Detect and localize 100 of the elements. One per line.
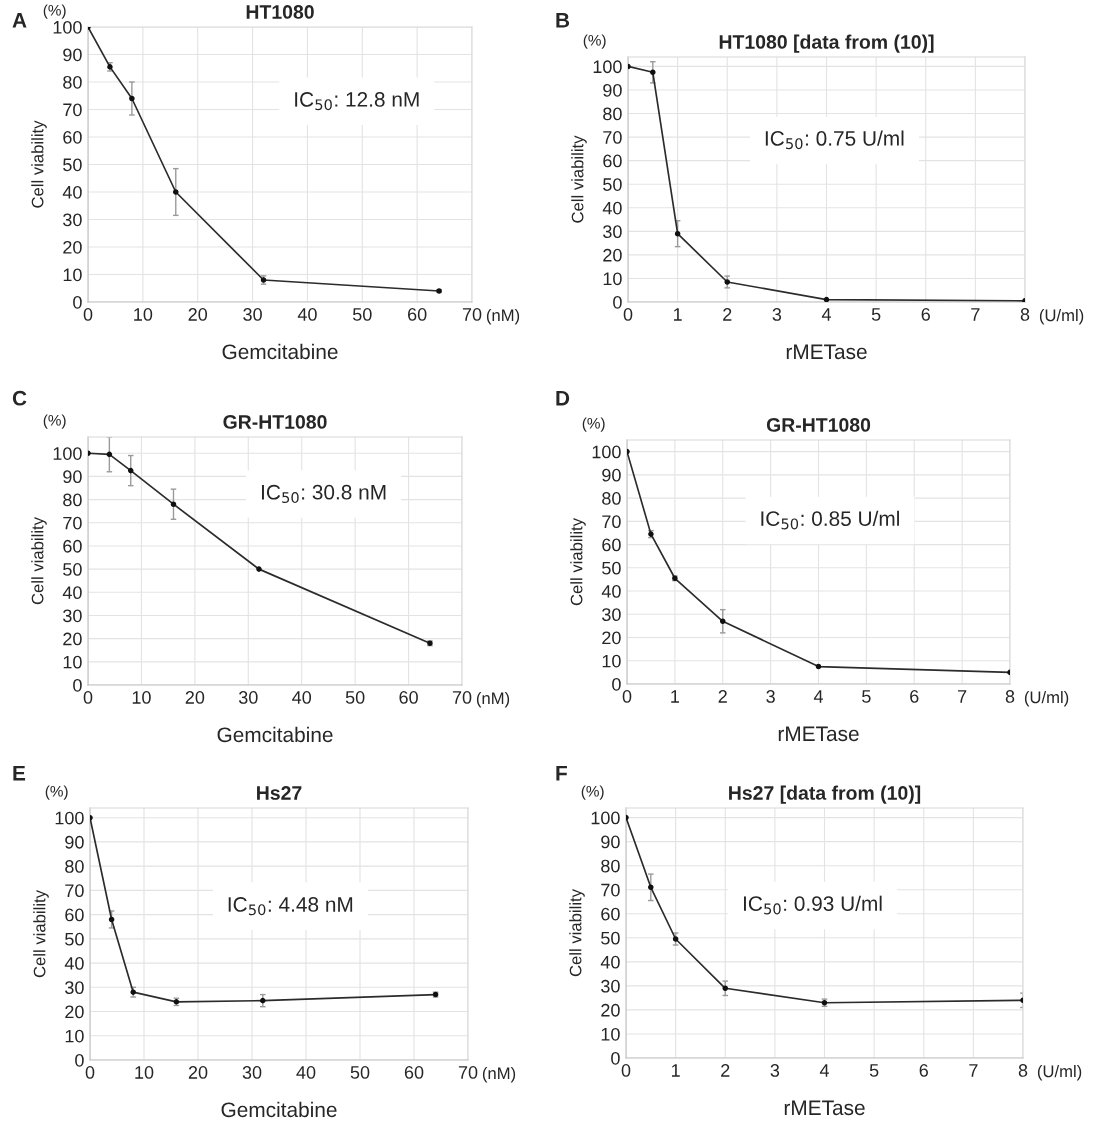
point [672, 936, 679, 942]
annotation: IC$_{50}$: 30.8 nM [262, 484, 386, 504]
y-tick-label: 30 [603, 225, 622, 239]
y-tick-label: 60 [63, 130, 82, 144]
point [256, 566, 262, 572]
y-tick-label: 100 [55, 811, 84, 825]
x-axis-title: rMETase [784, 1100, 865, 1116]
y-tick-label: 60 [601, 907, 620, 921]
y-axis-title: Cell viability [33, 890, 49, 978]
x-axis-title: Gemcitabine [222, 343, 338, 360]
x-tick-label: 40 [292, 691, 312, 704]
x-axis-title: Gemcitabine [221, 1101, 337, 1118]
x-tick-label: 30 [242, 1066, 262, 1079]
x-tick-label: 70 [458, 1066, 478, 1079]
point [129, 95, 135, 102]
x-tick-label: 6 [921, 308, 930, 321]
text: F [556, 766, 567, 781]
x-tick-label: 30 [243, 308, 262, 321]
x-tick-label: 8 [1018, 1064, 1028, 1077]
x-tick-label: 1 [671, 690, 680, 703]
x-tick-label: 3 [772, 308, 782, 321]
x-tick-label: 60 [408, 308, 427, 321]
y-tick-label: 40 [62, 185, 82, 199]
point [719, 618, 726, 625]
x-tick-label: 1 [673, 308, 682, 321]
point [172, 189, 179, 195]
chart-title: GR-HT1080 [766, 418, 871, 432]
y-axis-title: Cell viability [570, 518, 586, 606]
y-tick-label: 10 [63, 268, 82, 282]
point [674, 230, 681, 237]
y-tick-label: 20 [601, 1003, 620, 1017]
x-tick-label: 10 [132, 691, 151, 704]
x-tick-label: 7 [969, 1064, 978, 1077]
y-tick-label: 70 [601, 883, 620, 897]
y-tick-label: 70 [63, 516, 82, 530]
y-tick-label: 80 [601, 859, 620, 873]
y-tick-label: 10 [601, 1027, 620, 1041]
y-tick-label: 0 [73, 295, 82, 309]
x-tick-label: 3 [766, 690, 775, 703]
y-tick-label: 60 [602, 538, 621, 552]
y-tick-label: 20 [602, 631, 621, 645]
x-tick-label: 20 [185, 691, 205, 704]
y-tick-label: 0 [611, 1051, 620, 1065]
text: (nM) [476, 691, 510, 708]
y-tick-label: 40 [602, 201, 622, 215]
y-tick-label: 0 [612, 677, 621, 691]
point [823, 296, 830, 302]
annotation: IC$_{50}$: 12.8 nM [295, 92, 419, 111]
x-tick-label: 4 [821, 308, 831, 321]
y-tick-label: 80 [65, 860, 84, 873]
y-tick-label: 80 [602, 492, 621, 505]
y-tick-label: 20 [63, 240, 82, 254]
x-tick-label: 30 [238, 691, 258, 704]
x-tick-label: 6 [910, 690, 919, 703]
x-tick-label: 2 [718, 690, 727, 703]
text: (nM) [486, 308, 520, 325]
text: (nM) [482, 1066, 516, 1083]
y-tick-label: 10 [63, 655, 82, 669]
annotation: IC$_{50}$: 0.85 U/ml [761, 510, 899, 530]
y-tick-label: 90 [65, 835, 84, 849]
y-tick-label: 100 [53, 447, 82, 460]
y-tick-label: 90 [601, 835, 620, 849]
y-tick-label: 20 [65, 1005, 84, 1019]
text: (%) [581, 785, 604, 800]
text: D [556, 391, 570, 406]
y-tick-label: 60 [63, 539, 82, 553]
x-axis-title: rMETase [786, 344, 867, 360]
x-tick-label: 3 [770, 1064, 780, 1077]
x-tick-label: 70 [452, 691, 472, 704]
y-tick-label: 70 [603, 131, 622, 144]
y-tick-label: 90 [63, 470, 82, 484]
x-tick-label: 1 [671, 1064, 680, 1077]
point [650, 69, 656, 76]
text: (%) [43, 4, 66, 19]
point [170, 501, 177, 507]
y-tick-label: 50 [63, 158, 82, 172]
y-tick-label: 100 [53, 20, 82, 34]
y-tick-label: 30 [65, 981, 84, 995]
point [127, 467, 134, 474]
x-tick-label: 2 [721, 1064, 730, 1077]
chart-title: Hs27 [data from (10)] [729, 785, 921, 804]
x-tick-label: 0 [621, 1064, 631, 1077]
x-tick-label: 5 [871, 308, 881, 321]
text: B [556, 13, 570, 28]
y-tick-label: 100 [592, 445, 621, 459]
y-axis-title: Cell viability [31, 120, 47, 208]
x-tick-label: 0 [83, 308, 93, 321]
point [722, 985, 729, 992]
x-tick-label: 5 [869, 1064, 879, 1077]
x-tick-label: 7 [971, 308, 980, 321]
y-axis-title: Cell viability [571, 135, 587, 223]
y-tick-label: 80 [63, 75, 82, 89]
x-tick-label: 20 [188, 1066, 208, 1079]
y-tick-label: 50 [603, 178, 622, 191]
chart-title: Hs27 [257, 786, 302, 800]
x-tick-label: 7 [958, 690, 967, 703]
text: C [12, 390, 27, 406]
text: (U/ml) [1037, 1064, 1082, 1081]
x-tick-label: 70 [462, 308, 482, 321]
y-tick-label: 20 [63, 632, 82, 646]
